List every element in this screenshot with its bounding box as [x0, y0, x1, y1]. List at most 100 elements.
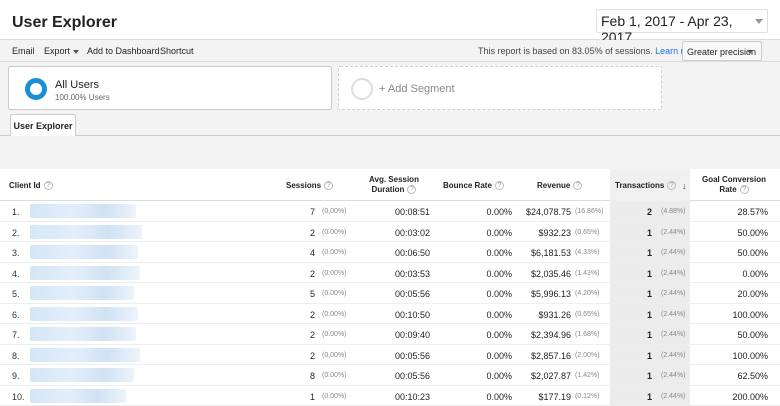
avg-session-duration-value: 00:05:56: [394, 371, 430, 381]
header-client-id[interactable]: Client Id?: [9, 181, 53, 191]
header-revenue[interactable]: Revenue?: [537, 181, 583, 191]
sorted-column-cell-bg: [610, 283, 690, 303]
avg-session-duration-value: 00:10:50: [394, 309, 430, 320]
sorted-column-cell-bg: [610, 303, 690, 323]
export-menu[interactable]: Export: [44, 46, 80, 56]
header-transactions[interactable]: Transactions?: [615, 181, 677, 191]
shortcut-button[interactable]: Shortcut: [160, 46, 194, 56]
report-header: User Explorer Feb 1, 2017 - Apr 23, 2017: [0, 0, 780, 45]
revenue-percent: (2.00%): [575, 351, 600, 359]
segment-name: All Users: [55, 79, 100, 91]
table-row: 10. 1 (0.00%) 00:10:23 0.00% $177.19 (0.12%) 1 (…: [0, 385, 780, 406]
header-revenue-label: Revenue: [537, 181, 571, 190]
revenue-percent: (16.86%): [575, 208, 604, 215]
goal-conversion-rate-value: 50.00%: [737, 227, 768, 238]
client-id-link[interactable]: [30, 245, 138, 259]
caret-down-icon: [755, 19, 763, 24]
bounce-rate-value: 0.00%: [486, 227, 512, 238]
client-id-link[interactable]: [30, 327, 136, 341]
client-id-link[interactable]: [30, 388, 126, 403]
client-id-link[interactable]: [30, 368, 134, 382]
sorted-column-cell-bg: [610, 221, 690, 241]
row-number: 7.: [12, 330, 20, 340]
goal-conversion-rate-value: 62.50%: [737, 371, 768, 381]
transactions-value: 2: [646, 207, 652, 217]
client-id-link[interactable]: [30, 204, 136, 218]
caret-down-icon: [73, 49, 80, 54]
help-icon[interactable]: ?: [667, 181, 677, 191]
client-id-link[interactable]: [30, 286, 134, 300]
export-label: Export: [44, 46, 71, 56]
add-to-dashboard-button[interactable]: Add to Dashboard: [87, 46, 160, 56]
sort-descending-arrow-icon[interactable]: ↓: [682, 181, 687, 191]
help-icon[interactable]: ?: [43, 181, 53, 191]
sorted-column-header-bg: [610, 169, 690, 201]
goal-conversion-rate-value: 20.00%: [737, 289, 768, 299]
transactions-value: 1: [646, 248, 652, 258]
sessions-value: 1: [309, 391, 315, 402]
row-number: 4.: [12, 268, 20, 279]
help-icon[interactable]: ?: [573, 181, 583, 191]
goal-conversion-rate-value: 50.00%: [737, 330, 768, 340]
header-sessions-label: Sessions: [286, 181, 322, 190]
bounce-rate-value: 0.00%: [486, 248, 512, 258]
goal-conversion-rate-value: 50.00%: [737, 248, 768, 258]
sorted-column-cell-bg: [610, 365, 690, 385]
header-bounce-rate[interactable]: Bounce Rate?: [443, 181, 504, 191]
table-row: 5. 5 (0.00%) 00:05:56 0.00% $5,996.13 (4.20%) 1…: [0, 283, 780, 304]
sessions-value: 7: [309, 207, 315, 217]
header-sessions[interactable]: Sessions?: [286, 181, 334, 191]
tab-user-explorer[interactable]: User Explorer: [10, 114, 76, 136]
bounce-rate-value: 0.00%: [486, 268, 512, 279]
revenue-percent: (1.42%): [575, 372, 600, 379]
learn-more-link[interactable]: Learn more: [655, 46, 702, 56]
sessions-percent: (0.00%): [322, 331, 347, 338]
header-avg-session-duration[interactable]: Avg. Session Duration?: [362, 175, 426, 195]
help-icon[interactable]: ?: [494, 181, 504, 191]
sorted-column-cell-bg: [610, 262, 690, 282]
tab-divider: [0, 135, 780, 136]
revenue-percent: (0.12%): [575, 392, 600, 400]
sessions-percent: (0.00%): [322, 372, 347, 379]
client-id-link[interactable]: [30, 224, 142, 239]
row-number: 6.: [12, 309, 20, 320]
date-range-picker[interactable]: Feb 1, 2017 - Apr 23, 2017: [596, 9, 768, 45]
client-id-link[interactable]: [30, 265, 140, 280]
sorted-column-cell-bg: [610, 201, 690, 221]
transactions-percent: (4.88%): [661, 208, 686, 215]
segment-all-users[interactable]: All Users 100.00% Users: [8, 66, 332, 110]
client-id-link[interactable]: [30, 347, 140, 362]
transactions-value: 1: [646, 289, 652, 299]
table-row: 4. 2 (0.00%) 00:03:53 0.00% $2,035.46 (1.43%) 1…: [0, 262, 780, 283]
email-button[interactable]: Email: [12, 46, 35, 56]
help-icon[interactable]: ?: [324, 181, 334, 191]
avg-session-duration-value: 00:09:40: [394, 330, 430, 340]
sessions-value: 5: [309, 289, 315, 299]
header-client-id-label: Client Id: [9, 181, 41, 190]
avg-session-duration-value: 00:03:02: [394, 227, 430, 238]
add-segment-button[interactable]: + Add Segment: [338, 66, 662, 110]
page-title: User Explorer: [12, 14, 117, 31]
help-icon[interactable]: ?: [407, 185, 417, 195]
goal-conversion-rate-value: 100.00%: [732, 309, 768, 320]
header-goal-conversion-rate[interactable]: Goal Conversion Rate?: [696, 175, 772, 195]
sorted-column-cell-bg: [610, 385, 690, 405]
precision-select[interactable]: Greater precision: [682, 41, 762, 61]
revenue-percent: (0.65%): [575, 310, 600, 318]
empty-segment-ring-icon: [351, 78, 373, 100]
row-number: 10.: [12, 391, 25, 402]
transactions-percent: (2.44%): [661, 310, 686, 318]
client-id-link[interactable]: [30, 306, 138, 321]
revenue-value: $2,027.87: [530, 371, 571, 381]
header-bounce-rate-label: Bounce Rate: [443, 181, 492, 190]
transactions-percent: (2.44%): [661, 331, 686, 338]
help-icon[interactable]: ?: [739, 185, 749, 195]
bounce-rate-value: 0.00%: [486, 371, 512, 381]
sessions-percent: (0.00%): [322, 290, 347, 297]
transactions-percent: (2.44%): [661, 392, 686, 400]
row-number: 1.: [12, 207, 20, 217]
revenue-value: $931.26: [538, 309, 571, 320]
report-toolbar: Email Export Add to Dashboard Shortcut T…: [0, 40, 780, 62]
sorted-column-cell-bg: [610, 324, 690, 344]
avg-session-duration-value: 00:05:56: [394, 289, 430, 299]
